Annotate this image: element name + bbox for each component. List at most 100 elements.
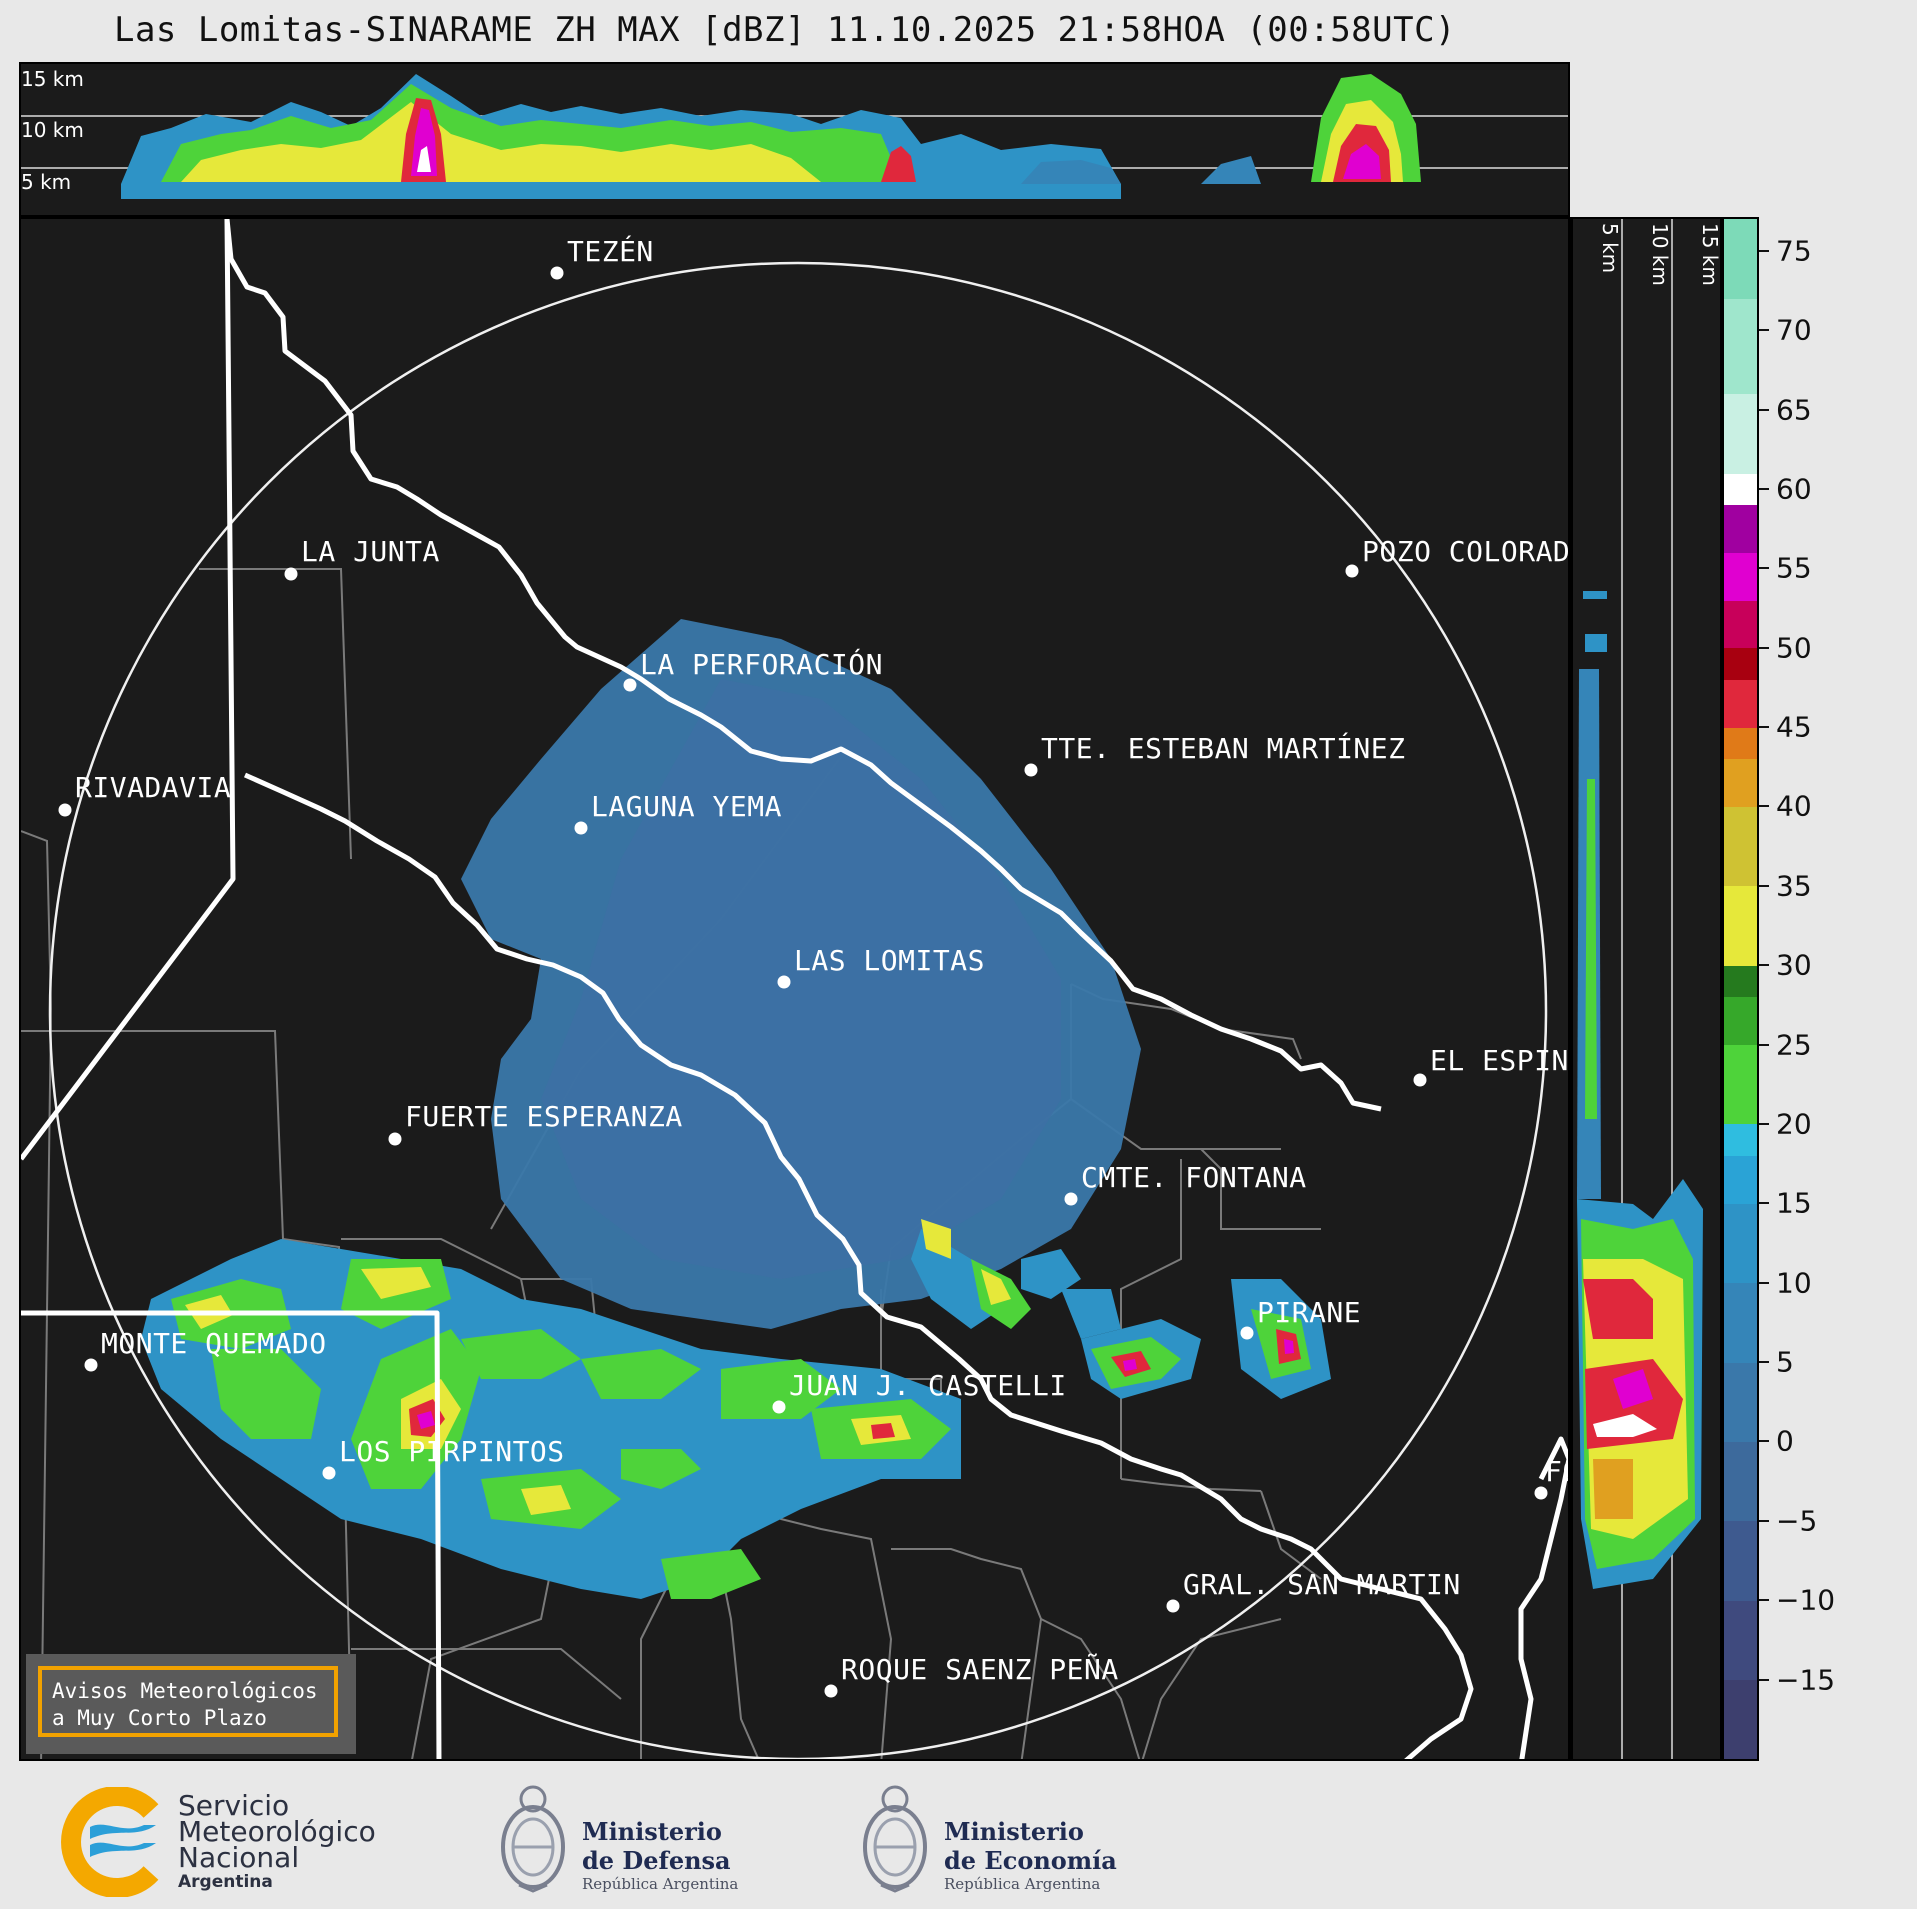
colorbar-tick — [1759, 1599, 1769, 1602]
city-label-tezen: TEZÉN — [567, 234, 654, 268]
colorbar-tick — [1759, 1202, 1769, 1205]
colorbar-tick-label: 70 — [1776, 313, 1812, 347]
national-shield-icon — [863, 1785, 927, 1893]
colorbar-tick — [1759, 1440, 1769, 1443]
avisos-line-1: Avisos Meteorológicos — [52, 1679, 318, 1703]
radar-map[interactable]: TEZÉN LA JUNTA POZO COLORAD LA PERFORACI… — [19, 217, 1570, 1761]
city-dot — [1166, 1599, 1180, 1613]
colorbar-tick-label: 25 — [1776, 1028, 1812, 1062]
colorbar-band — [1724, 727, 1757, 760]
colorbar-band — [1724, 1520, 1757, 1601]
colorbar-band — [1724, 1044, 1757, 1125]
footer: Servicio Meteorológico Nacional Argentin… — [0, 1765, 1917, 1909]
colorbar-tick-label: 45 — [1776, 710, 1812, 744]
colorbar-tick-label: 10 — [1776, 1266, 1812, 1300]
side-echo-band — [1577, 591, 1703, 1589]
range-ring — [48, 261, 1548, 1759]
city-dot — [58, 803, 72, 817]
colorbar-tick-label: −5 — [1776, 1504, 1818, 1538]
city-label-la-perforacion: LA PERFORACIÓN — [640, 647, 883, 681]
top-echo-band — [121, 74, 1421, 199]
city-dot — [1534, 1486, 1548, 1500]
colorbar-tick — [1759, 1519, 1769, 1522]
city-label-los-pirpintos: LOS PIRPINTOS — [339, 1435, 565, 1468]
colorbar-tick-label: −10 — [1776, 1583, 1836, 1617]
city-label-pozo-colorado: POZO COLORAD — [1362, 535, 1570, 568]
avisos-box[interactable]: Avisos Meteorológicos a Muy Corto Plazo — [26, 1654, 356, 1754]
colorbar-tick — [1759, 567, 1769, 570]
colorbar-tick — [1759, 964, 1769, 967]
colorbar-tick — [1759, 329, 1769, 332]
defensa-line-3: República Argentina — [582, 1875, 739, 1893]
economia-logo: Ministerio de Economía República Argenti… — [856, 1777, 1126, 1897]
colorbar-tick-label: 55 — [1776, 551, 1812, 585]
colorbar-band — [1724, 1679, 1757, 1760]
city-label-roque-saenz-pena: ROQUE SAENZ PEÑA — [841, 1652, 1119, 1686]
city-dot — [1240, 1326, 1254, 1340]
colorbar-tick — [1759, 646, 1769, 649]
colorbar-band — [1724, 965, 1757, 998]
side-km-label-10: 10 km — [1648, 223, 1672, 286]
city-label-fuerte-esperanza: FUERTE ESPERANZA — [405, 1100, 683, 1133]
smn-line-4: Argentina — [178, 1872, 273, 1892]
colorbar-band — [1724, 1123, 1757, 1157]
colorbar-band — [1724, 219, 1757, 299]
economia-line-1: Ministerio — [944, 1817, 1084, 1846]
city-label-monte-quemado: MONTE QUEMADO — [101, 1327, 327, 1360]
city-dot — [322, 1466, 336, 1480]
city-label-laguna-yema: LAGUNA YEMA — [591, 790, 782, 823]
economia-line-2: de Economía — [944, 1846, 1117, 1875]
radar-title: Las Lomitas-SINARAME ZH MAX [dBZ] 11.10.… — [113, 10, 1457, 50]
city-label-las-lomitas: LAS LOMITAS — [794, 944, 985, 977]
top-km-label-15: 15 km — [21, 67, 84, 91]
colorbar-tick-label: 15 — [1776, 1186, 1812, 1220]
echo-field — [141, 619, 1331, 1599]
colorbar-tick-label: 40 — [1776, 789, 1812, 823]
colorbar-band — [1724, 806, 1757, 887]
city-dot — [550, 266, 564, 280]
colorbar-tick — [1759, 1361, 1769, 1364]
colorbar-band — [1724, 996, 1757, 1046]
city-label-juan-j-castelli: JUAN J. CASTELLI — [789, 1369, 1067, 1402]
colorbar-tick — [1759, 726, 1769, 729]
city-label-pirane: PIRANE — [1257, 1296, 1361, 1329]
colorbar-tick-label: 0 — [1776, 1424, 1794, 1458]
colorbar-band — [1724, 1362, 1757, 1442]
colorbar — [1722, 217, 1759, 1761]
city-label-rivadavia: RIVADAVIA — [75, 771, 231, 804]
colorbar-tick — [1759, 249, 1769, 252]
side-cross-section: 5 km 10 km 15 km — [1570, 217, 1722, 1761]
top-km-label-10: 10 km — [21, 118, 84, 142]
city-label-formosa-partial: FO — [1545, 1455, 1570, 1488]
colorbar-tick — [1759, 805, 1769, 808]
colorbar-tick-label: 75 — [1776, 234, 1812, 268]
colorbar-band — [1724, 1441, 1757, 1522]
city-label-la-junta: LA JUNTA — [301, 535, 440, 568]
city-dot — [1064, 1192, 1078, 1206]
colorbar-band — [1724, 473, 1757, 506]
colorbar-tick — [1759, 1281, 1769, 1284]
city-dot — [777, 975, 791, 989]
city-dot — [284, 567, 298, 581]
colorbar-tick-label: 20 — [1776, 1107, 1812, 1141]
colorbar-band — [1724, 393, 1757, 474]
city-markers: TEZÉN LA JUNTA POZO COLORAD LA PERFORACI… — [58, 234, 1570, 1698]
colorbar-band — [1724, 647, 1757, 680]
defensa-line-2: de Defensa — [582, 1846, 731, 1875]
colorbar-tick-label: 35 — [1776, 869, 1812, 903]
colorbar-band — [1724, 1203, 1757, 1284]
city-dot — [84, 1358, 98, 1372]
defensa-logo: Ministerio de Defensa República Argentin… — [494, 1777, 754, 1897]
city-label-cmte-fontana: CMTE. FONTANA — [1081, 1161, 1307, 1194]
colorbar-tick-label: −15 — [1776, 1663, 1836, 1697]
avisos-link[interactable]: Avisos Meteorológicos a Muy Corto Plazo — [38, 1666, 338, 1737]
top-km-label-5: 5 km — [21, 170, 71, 194]
side-km-label-15: 15 km — [1698, 223, 1722, 286]
city-dot — [824, 1684, 838, 1698]
colorbar-band — [1724, 758, 1757, 807]
smn-line-1: Servicio — [178, 1789, 290, 1822]
city-dot — [623, 678, 637, 692]
colorbar-band — [1724, 298, 1757, 395]
city-dot — [772, 1400, 786, 1414]
city-dot — [574, 821, 588, 835]
